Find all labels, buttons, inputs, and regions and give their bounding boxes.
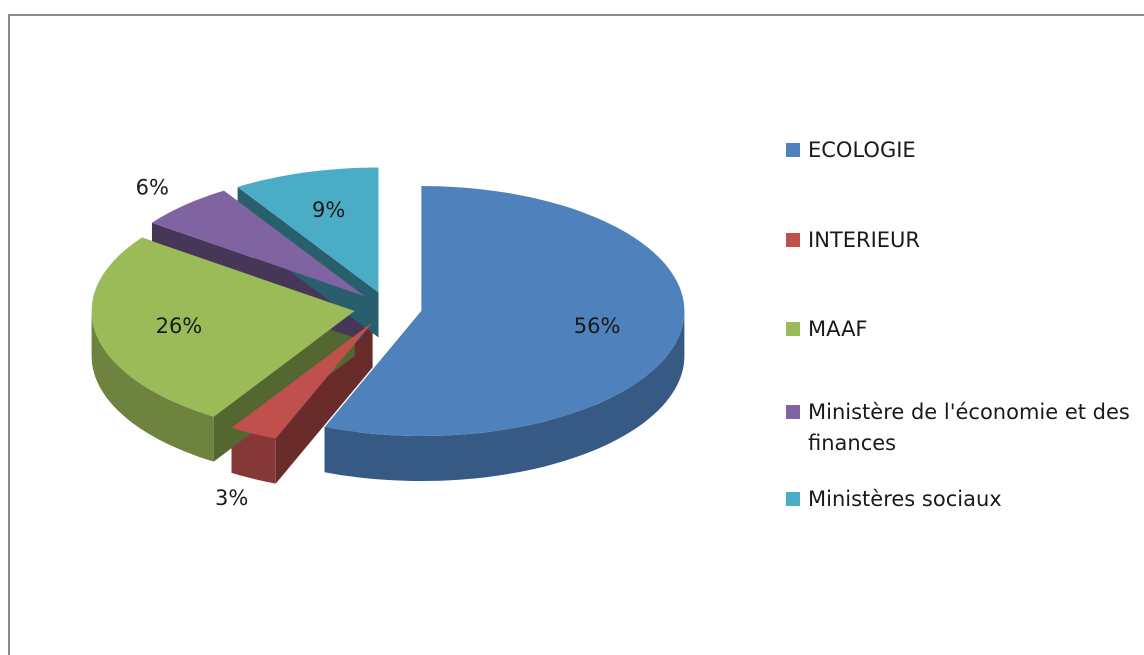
slice-side [231,427,276,484]
data-label: 56% [574,314,621,338]
legend-label: ECOLOGIE [808,138,916,162]
slice [91,237,355,417]
legend-item: INTERIEUR [786,225,1136,256]
slice [152,190,365,297]
data-label: 6% [136,176,169,200]
pie-tops [91,167,685,439]
slice [324,186,685,436]
slice-side [91,311,214,462]
legend-swatch [786,322,800,336]
legend-item: Ministère de l'économie et des finances [786,397,1136,459]
legend-label: Ministères sociaux [808,487,1002,511]
legend-label: Ministère de l'économie et des finances [808,400,1130,455]
data-label: 9% [312,198,345,222]
legend-swatch [786,233,800,247]
slice [237,167,379,293]
legend-item: Ministères sociaux [786,484,1136,515]
data-label: 3% [215,486,248,510]
legend-item: ECOLOGIE [786,135,1136,166]
slice-side [324,311,685,481]
legend-item: MAAF [786,314,1136,345]
chart-frame [8,14,1144,655]
legend-swatch [786,143,800,157]
legend-label: MAAF [808,317,868,341]
data-label: 26% [156,314,203,338]
legend-label: INTERIEUR [808,228,921,252]
slice [231,322,373,439]
legend-swatch [786,405,800,419]
legend-swatch [786,492,800,506]
